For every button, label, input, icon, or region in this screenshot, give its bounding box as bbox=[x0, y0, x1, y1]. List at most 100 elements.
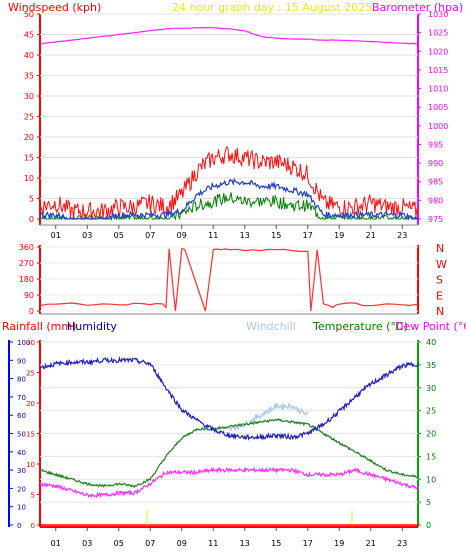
barometer-tick-label: 995 bbox=[428, 140, 443, 149]
windspeed-title: Windspeed (kph) bbox=[8, 1, 101, 14]
direction-tick-label: 360 bbox=[19, 243, 34, 252]
panel1-hour-ticks: 01 03 05 07 09 11 13 15 17 19 21 23 bbox=[51, 225, 407, 240]
barometer-tick-label: 985 bbox=[428, 178, 443, 187]
windspeed-tick-label: 20 bbox=[24, 133, 34, 142]
panel3-humidity-ticks: 0 10 20 30 40 50 60 70 80 90 100 bbox=[9, 339, 30, 530]
humidity-tick-label: 80 bbox=[17, 376, 26, 384]
barometer-tick-label: 1020 bbox=[428, 47, 448, 56]
temperature-tick-label: 40 bbox=[426, 338, 436, 347]
panel1-grid bbox=[40, 13, 418, 220]
series-barometer-line bbox=[39, 26, 418, 45]
hour-tick-label: 15 bbox=[271, 231, 281, 240]
temperature-title: Temperature (°C) bbox=[312, 320, 408, 333]
hour-tick-label: 13 bbox=[240, 231, 250, 240]
humidity-title: Humidity bbox=[67, 320, 117, 333]
hour-tick-label: 21 bbox=[366, 231, 376, 240]
rain-tick-label: 15 bbox=[26, 431, 35, 439]
windchill-title: Windchill bbox=[246, 320, 296, 333]
windspeed-tick-label: 25 bbox=[24, 113, 34, 122]
temperature-tick-label: 15 bbox=[426, 452, 436, 461]
hour-tick-label: 23 bbox=[397, 539, 407, 548]
hour-tick-label: 19 bbox=[334, 539, 344, 548]
panel2-grid bbox=[40, 246, 418, 312]
rain-tick-label: 5 bbox=[31, 492, 35, 500]
hour-tick-label: 05 bbox=[114, 539, 124, 548]
humidity-tick-label: 100 bbox=[17, 339, 30, 347]
hour-tick-label: 21 bbox=[366, 539, 376, 548]
temperature-tick-label: 20 bbox=[426, 430, 436, 439]
direction-tick-label: 180 bbox=[19, 275, 34, 284]
temperature-tick-label: 35 bbox=[426, 361, 436, 370]
hour-tick-label: 19 bbox=[334, 231, 344, 240]
rain-tick-label: 30 bbox=[26, 339, 35, 347]
series-direction-line bbox=[39, 248, 419, 312]
compass-label: E bbox=[436, 289, 443, 302]
windspeed-tick-label: 45 bbox=[24, 31, 34, 40]
windspeed-tick-label: 0 bbox=[29, 215, 34, 224]
windspeed-tick-label: 50 bbox=[24, 10, 34, 19]
panel1-left-ticks: 0 5 10 15 20 25 30 35 40 45 50 bbox=[24, 10, 40, 224]
windspeed-tick-label: 40 bbox=[24, 51, 34, 60]
temperature-tick-label: 25 bbox=[426, 407, 436, 416]
panel3-hour-ticks: 01 03 05 07 09 11 13 15 17 19 21 23 bbox=[51, 527, 407, 548]
rain-tick-label: 20 bbox=[26, 400, 35, 408]
barometer-tick-label: 1010 bbox=[428, 85, 448, 94]
barometer-tick-label: 990 bbox=[428, 159, 443, 168]
direction-tick-label: 90 bbox=[24, 291, 34, 300]
panel1-right-ticks: 975 980 985 990 995 1000 1005 1010 1015 1020 1025 1… bbox=[418, 10, 448, 224]
compass-label: N bbox=[436, 305, 444, 318]
compass-label: S bbox=[436, 274, 443, 287]
temperature-tick-label: 10 bbox=[426, 475, 436, 484]
hour-tick-label: 11 bbox=[208, 231, 218, 240]
humidity-tick-label: 90 bbox=[17, 357, 26, 365]
windspeed-tick-label: 5 bbox=[29, 195, 34, 204]
hour-tick-label: 15 bbox=[271, 539, 281, 548]
panel1-series bbox=[39, 26, 419, 222]
hour-tick-label: 23 bbox=[397, 231, 407, 240]
barometer-tick-label: 1030 bbox=[428, 10, 448, 19]
humidity-tick-label: 30 bbox=[17, 467, 26, 475]
windspeed-tick-label: 35 bbox=[24, 72, 34, 81]
rain-tick-label: 0 bbox=[31, 522, 35, 530]
windspeed-tick-label: 30 bbox=[24, 92, 34, 101]
barometer-tick-label: 1025 bbox=[428, 29, 448, 38]
barometer-tick-label: 1005 bbox=[428, 103, 448, 112]
temperature-tick-label: 5 bbox=[426, 498, 431, 507]
temperature-tick-label: 30 bbox=[426, 384, 436, 393]
hour-tick-label: 01 bbox=[51, 231, 61, 240]
series-humidity-line bbox=[39, 355, 419, 441]
hour-tick-label: 09 bbox=[177, 231, 187, 240]
hour-tick-label: 03 bbox=[82, 231, 92, 240]
panel3-temperature-ticks: 0 5 10 15 20 25 30 35 40 bbox=[418, 338, 436, 530]
windspeed-tick-label: 15 bbox=[24, 154, 34, 163]
barometer-tick-label: 975 bbox=[428, 215, 443, 224]
humidity-tick-label: 60 bbox=[17, 412, 26, 420]
humidity-tick-label: 50 bbox=[17, 431, 26, 439]
barometer-tick-label: 1000 bbox=[428, 122, 448, 131]
chart-date-title: 24 hour graph day : 15 August 2025 bbox=[172, 1, 372, 14]
barometer-title: Barometer (hpa) bbox=[372, 1, 463, 14]
direction-tick-label: 270 bbox=[19, 259, 34, 268]
humidity-tick-label: 0 bbox=[17, 522, 21, 530]
humidity-tick-label: 40 bbox=[17, 449, 26, 457]
compass-label: W bbox=[436, 258, 447, 271]
humidity-tick-label: 20 bbox=[17, 485, 26, 493]
direction-tick-label: 0 bbox=[29, 307, 34, 316]
humidity-tick-label: 10 bbox=[17, 504, 26, 512]
rainfall-title: Rainfall (mm) bbox=[2, 320, 76, 333]
panel3-rain-ticks: 0 5 10 15 20 25 30 bbox=[26, 339, 40, 530]
temperature-tick-label: 0 bbox=[426, 521, 431, 530]
hour-tick-label: 11 bbox=[208, 539, 218, 548]
dewpoint-title: Dew Point (°C) bbox=[395, 320, 466, 333]
panel2-left-ticks: 0 90 180 270 360 bbox=[19, 243, 40, 316]
hour-tick-label: 05 bbox=[114, 231, 124, 240]
barometer-tick-label: 980 bbox=[428, 196, 443, 205]
humidity-tick-label: 70 bbox=[17, 394, 26, 402]
series-windchill-line bbox=[229, 402, 309, 432]
hour-tick-label: 17 bbox=[303, 231, 313, 240]
windspeed-tick-label: 10 bbox=[24, 174, 34, 183]
